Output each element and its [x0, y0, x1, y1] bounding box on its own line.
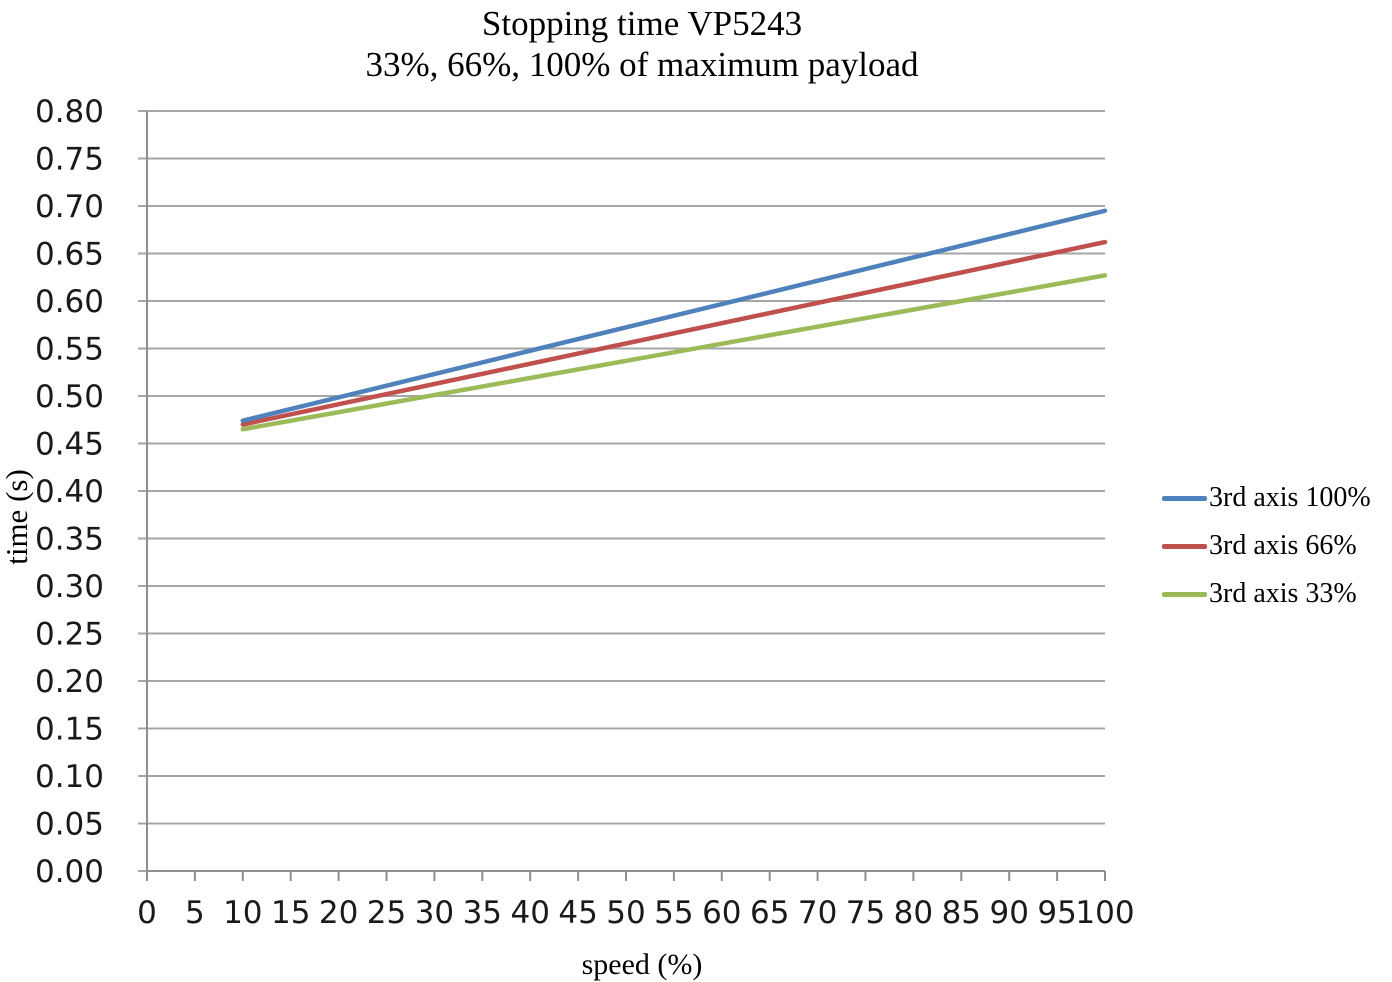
- y-tick-label: 0.20: [35, 664, 104, 700]
- legend-item: 3rd axis 66%: [1162, 522, 1371, 570]
- y-tick-label: 0.35: [35, 522, 104, 558]
- legend-swatch: [1162, 495, 1207, 501]
- x-tick-label: 0: [137, 895, 157, 931]
- y-tick-label: 0.15: [35, 712, 104, 748]
- y-tick-label: 0.30: [35, 569, 104, 605]
- y-tick-label: 0.60: [35, 284, 104, 320]
- y-tick-label: 0.40: [35, 474, 104, 510]
- x-tick-label: 70: [798, 895, 837, 931]
- y-tick-label: 0.55: [35, 332, 104, 368]
- y-tick-label: 0.65: [35, 237, 104, 273]
- chart-title: Stopping time VP5243: [481, 4, 803, 43]
- x-tick-label: 75: [846, 895, 885, 931]
- x-tick-label: 80: [894, 895, 933, 931]
- y-tick-label: 0.25: [35, 617, 104, 653]
- y-tick-label: 0.00: [35, 854, 104, 890]
- legend-item: 3rd axis 33%: [1162, 570, 1371, 618]
- x-tick-label: 35: [463, 895, 502, 931]
- x-tick-label: 30: [415, 895, 454, 931]
- x-tick-label: 50: [606, 895, 645, 931]
- x-tick-label: 85: [942, 895, 981, 931]
- y-tick-label: 0.45: [35, 427, 104, 463]
- x-axis-title: speed (%): [581, 948, 703, 981]
- x-tick-label: 65: [750, 895, 789, 931]
- series-line-3rd-axis-100-: [240, 208, 1108, 423]
- series-line-3rd-axis-33-: [240, 273, 1108, 432]
- x-tick-label: 10: [223, 895, 262, 931]
- legend-item: 3rd axis 100%: [1162, 474, 1371, 522]
- x-tick-label: 25: [367, 895, 406, 931]
- legend: 3rd axis 100% 3rd axis 66% 3rd axis 33%: [1162, 474, 1371, 618]
- y-tick-label: 0.75: [35, 142, 104, 178]
- x-tick-label: 20: [319, 895, 358, 931]
- x-tick-label: 100: [1075, 895, 1134, 931]
- y-tick-label: 0.50: [35, 379, 104, 415]
- x-tick-label: 60: [702, 895, 741, 931]
- legend-swatch: [1162, 543, 1207, 549]
- legend-label: 3rd axis 66%: [1209, 530, 1357, 561]
- y-tick-label: 0.80: [35, 94, 104, 130]
- x-tick-label: 5: [185, 895, 205, 931]
- x-tick-label: 90: [989, 895, 1028, 931]
- x-tick-label: 45: [558, 895, 597, 931]
- chart-subtitle: 33%, 66%, 100% of maximum payload: [365, 45, 919, 84]
- y-axis-title: time (s): [0, 469, 34, 565]
- legend-label: 3rd axis 33%: [1209, 578, 1357, 609]
- x-tick-label: 95: [1037, 895, 1076, 931]
- y-tick-label: 0.10: [35, 759, 104, 795]
- series-line-3rd-axis-66-: [240, 239, 1108, 427]
- y-tick-label: 0.70: [35, 189, 104, 225]
- y-tick-label: 0.05: [35, 807, 104, 843]
- legend-swatch: [1162, 591, 1207, 597]
- x-tick-label: 40: [510, 895, 549, 931]
- legend-label: 3rd axis 100%: [1209, 482, 1371, 513]
- x-tick-label: 15: [271, 895, 310, 931]
- chart-title-block: Stopping time VP5243 33%, 66%, 100% of m…: [163, 0, 1121, 85]
- x-tick-label: 55: [654, 895, 693, 931]
